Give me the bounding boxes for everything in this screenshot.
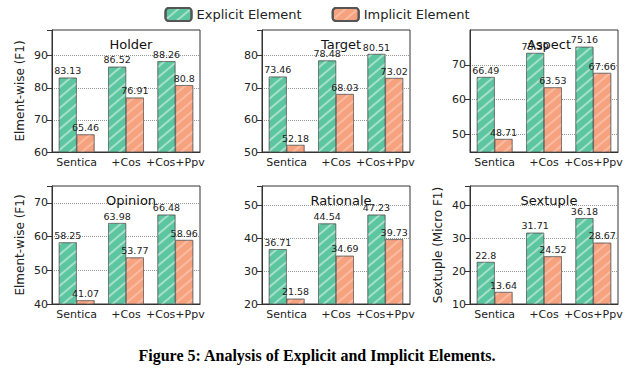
- svg-text:80.8: 80.8: [174, 73, 195, 84]
- svg-text:41.07: 41.07: [72, 288, 99, 299]
- svg-text:50: 50: [452, 128, 466, 141]
- svg-text:86.52: 86.52: [104, 54, 131, 65]
- svg-text:Explicit Element: Explicit Element: [197, 7, 302, 22]
- svg-text:+Cos: +Cos: [321, 308, 351, 321]
- svg-text:63.53: 63.53: [539, 75, 566, 86]
- svg-text:60: 60: [34, 146, 48, 159]
- svg-text:28.67: 28.67: [589, 230, 616, 241]
- svg-text:39.73: 39.73: [381, 227, 408, 238]
- svg-text:73.02: 73.02: [381, 66, 408, 77]
- svg-text:Figure 5: Analysis of Explicit: Figure 5: Analysis of Explicit and Impli…: [138, 347, 495, 365]
- svg-text:65.46: 65.46: [72, 122, 99, 133]
- svg-text:70: 70: [244, 81, 258, 94]
- svg-text:+Cos+Ppv: +Cos+Ppv: [564, 308, 623, 321]
- svg-text:Opinion: Opinion: [106, 193, 156, 208]
- svg-text:80: 80: [244, 49, 258, 62]
- svg-text:63.98: 63.98: [104, 211, 131, 222]
- svg-text:66.49: 66.49: [472, 65, 499, 76]
- svg-text:52.18: 52.18: [282, 133, 309, 144]
- svg-text:36.71: 36.71: [264, 237, 291, 248]
- svg-text:88.26: 88.26: [153, 49, 180, 60]
- svg-text:50: 50: [34, 264, 48, 277]
- svg-text:47.23: 47.23: [362, 202, 391, 214]
- svg-text:+Cos+Ppv: +Cos+Ppv: [564, 156, 623, 169]
- svg-text:Rationale: Rationale: [310, 193, 371, 208]
- svg-text:+Cos: +Cos: [321, 156, 351, 169]
- svg-text:75.16: 75.16: [571, 34, 598, 45]
- svg-text:+Cos+Ppv: +Cos+Ppv: [146, 156, 205, 169]
- svg-text:+Cos+Ppv: +Cos+Ppv: [146, 308, 205, 321]
- svg-text:76.91: 76.91: [121, 85, 148, 96]
- svg-text:68.03: 68.03: [331, 82, 358, 93]
- svg-text:22.8: 22.8: [475, 250, 496, 261]
- svg-text:80.51: 80.51: [363, 42, 390, 53]
- svg-text:Target: Target: [320, 37, 361, 52]
- svg-text:21.58: 21.58: [282, 286, 309, 297]
- svg-text:73.46: 73.46: [264, 64, 291, 75]
- svg-text:Sentica: Sentica: [56, 156, 97, 169]
- svg-text:60: 60: [452, 93, 466, 106]
- svg-text:30: 30: [244, 265, 258, 278]
- svg-text:Sentica: Sentica: [56, 308, 97, 321]
- svg-text:58.96: 58.96: [171, 228, 198, 239]
- svg-text:53.77: 53.77: [121, 245, 148, 256]
- svg-text:20: 20: [244, 298, 258, 311]
- svg-text:58.25: 58.25: [54, 230, 81, 241]
- svg-text:66.48: 66.48: [153, 202, 180, 213]
- svg-text:13.64: 13.64: [490, 280, 517, 291]
- svg-text:Aspect: Aspect: [527, 37, 571, 52]
- svg-text:Sentica: Sentica: [266, 156, 307, 169]
- svg-text:80: 80: [34, 81, 48, 94]
- svg-text:Elment-wise (F1): Elment-wise (F1): [13, 194, 27, 295]
- svg-text:+Cos+Ppv: +Cos+Ppv: [356, 156, 415, 169]
- svg-text:36.18: 36.18: [570, 205, 599, 217]
- svg-text:60: 60: [244, 113, 258, 126]
- svg-text:34.69: 34.69: [331, 243, 358, 254]
- svg-text:70: 70: [34, 196, 48, 209]
- svg-text:50: 50: [244, 199, 258, 212]
- svg-text:Sextuple (Micro F1): Sextuple (Micro F1): [431, 187, 445, 303]
- svg-text:40: 40: [34, 298, 48, 311]
- svg-text:90: 90: [34, 49, 48, 62]
- svg-text:+Cos: +Cos: [111, 156, 141, 169]
- svg-text:60: 60: [34, 230, 48, 243]
- svg-text:40: 40: [452, 199, 466, 212]
- svg-text:40: 40: [244, 232, 258, 245]
- svg-text:+Cos: +Cos: [529, 308, 559, 321]
- svg-text:Elment-wise (F1): Elment-wise (F1): [13, 40, 27, 141]
- svg-text:24.52: 24.52: [539, 244, 566, 255]
- svg-text:70: 70: [34, 113, 48, 126]
- svg-text:Implicit Element: Implicit Element: [364, 7, 470, 22]
- svg-text:48.71: 48.71: [490, 127, 517, 138]
- svg-text:30: 30: [452, 232, 466, 245]
- svg-text:67.66: 67.66: [589, 61, 616, 72]
- svg-text:44.54: 44.54: [314, 211, 341, 222]
- svg-text:Sextuple: Sextuple: [521, 193, 578, 208]
- svg-text:+Cos: +Cos: [529, 156, 559, 169]
- svg-text:Sentica: Sentica: [266, 308, 307, 321]
- svg-text:+Cos: +Cos: [111, 308, 141, 321]
- svg-text:Sentica: Sentica: [474, 308, 515, 321]
- svg-text:20: 20: [452, 265, 466, 278]
- svg-text:70: 70: [452, 58, 466, 71]
- svg-text:Sentica: Sentica: [474, 156, 515, 169]
- svg-text:+Cos+Ppv: +Cos+Ppv: [356, 308, 415, 321]
- svg-text:10: 10: [452, 298, 466, 311]
- svg-text:31.71: 31.71: [522, 220, 549, 231]
- svg-text:78.48: 78.48: [313, 48, 341, 60]
- svg-text:Holder: Holder: [110, 37, 154, 52]
- svg-text:83.13: 83.13: [54, 65, 81, 76]
- svg-text:50: 50: [244, 146, 258, 159]
